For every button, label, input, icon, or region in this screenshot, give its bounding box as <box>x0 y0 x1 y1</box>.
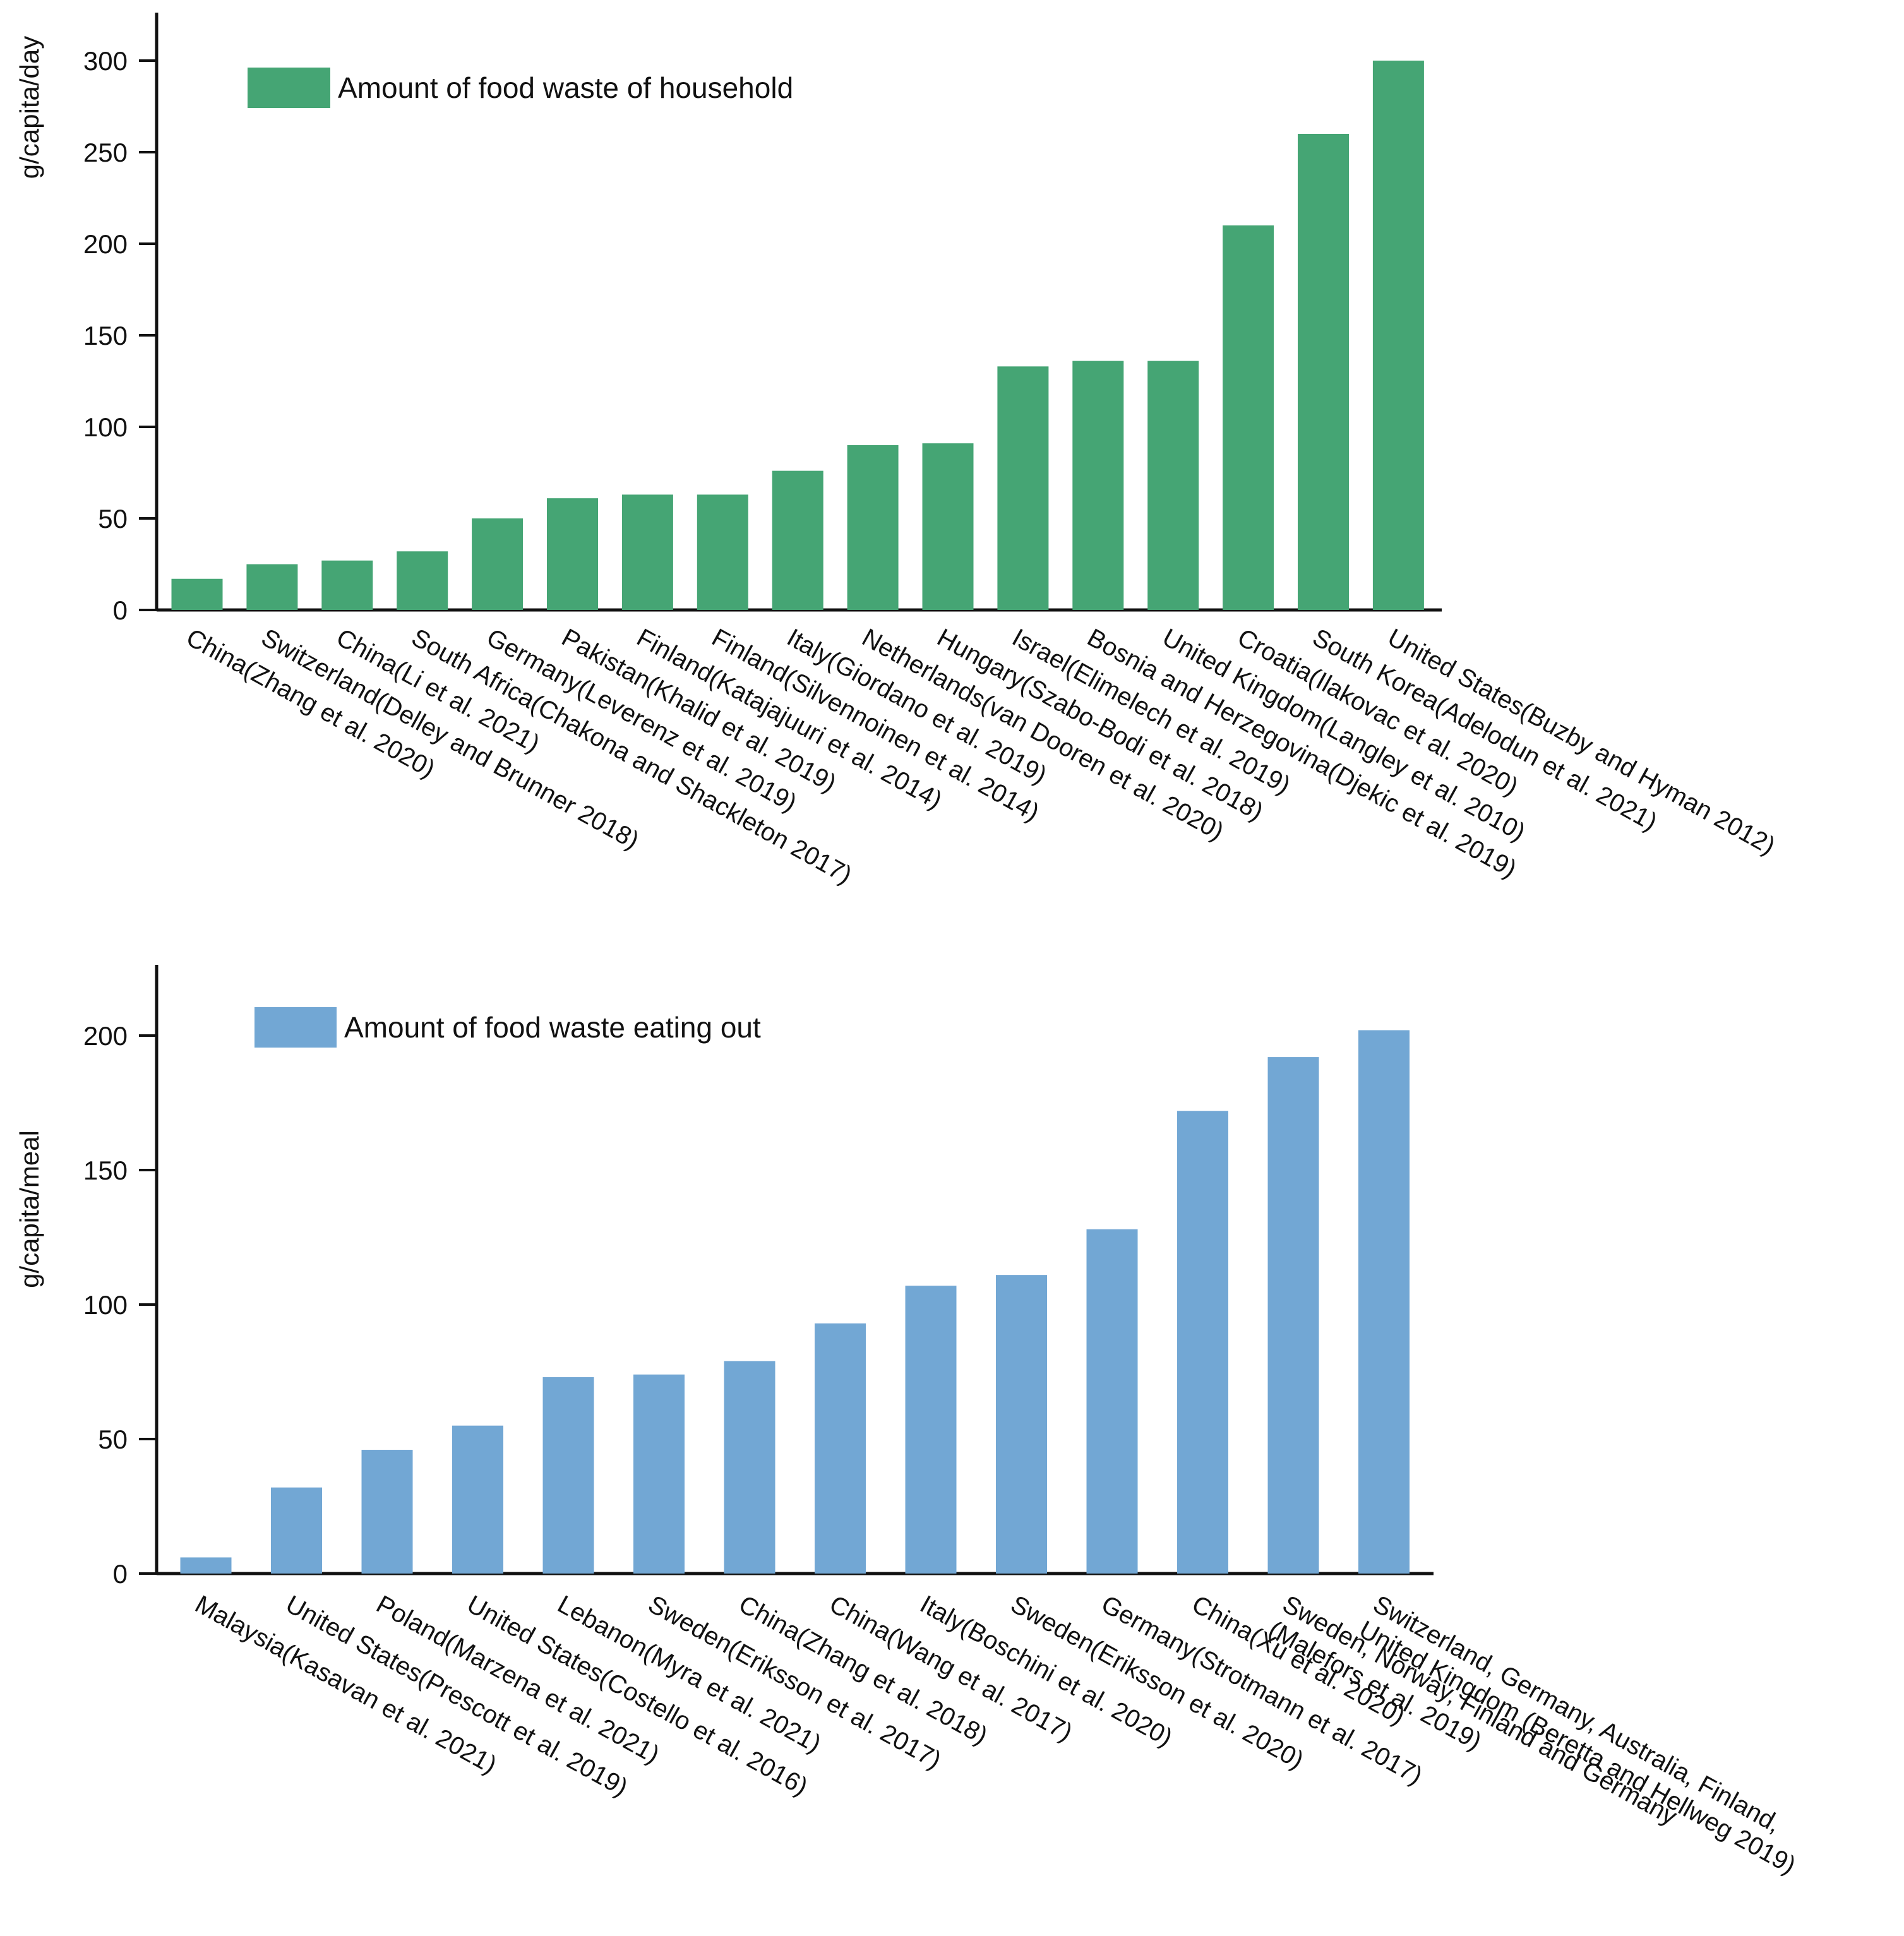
household-bar <box>697 494 748 610</box>
household-y-tick-label: 250 <box>83 138 128 167</box>
household-bar <box>397 551 448 610</box>
household-bar <box>1147 361 1199 610</box>
household-bar <box>1372 61 1424 610</box>
eating-out-chart: 0 50 100 150 200 g/capita/meal Amount of food … <box>15 965 1814 1880</box>
eating-out-bar <box>1177 1111 1228 1574</box>
household-bar <box>472 518 524 610</box>
household-legend-label: Amount of food waste of household <box>338 71 793 104</box>
household-bar <box>922 443 974 610</box>
household-y-tick-label: 200 <box>83 229 128 259</box>
eating-out-bar <box>815 1323 866 1574</box>
eating-out-bar <box>905 1286 957 1574</box>
household-bar <box>621 494 673 610</box>
household-bar <box>1223 225 1274 610</box>
eating-out-y-axis-title: g/capita/meal <box>15 1130 44 1288</box>
eating-out-bar <box>271 1487 322 1574</box>
eating-out-category-label: Switzerland, Germany, Australia, Finland… <box>1355 1590 1814 1879</box>
eating-out-bar <box>361 1450 413 1574</box>
eating-out-bar <box>1358 1030 1410 1574</box>
eating-out-bar <box>1086 1229 1138 1574</box>
household-bar <box>772 470 823 610</box>
household-y-tick-label: 0 <box>113 595 128 625</box>
household-chart: 0 50 100 150 200 250 300 g/capita/day Amount of … <box>15 13 1780 890</box>
eating-out-y-tick-label: 100 <box>83 1290 128 1320</box>
eating-out-bar <box>633 1374 685 1574</box>
household-bar <box>1298 134 1349 610</box>
eating-out-y-tick-label: 200 <box>83 1021 128 1051</box>
eating-out-bar <box>1267 1057 1319 1574</box>
eating-out-bar <box>542 1377 594 1574</box>
household-bar <box>246 564 298 610</box>
household-bar <box>1072 361 1124 610</box>
household-bar <box>171 578 223 610</box>
household-legend-swatch <box>248 68 330 108</box>
eating-out-bar <box>180 1557 232 1574</box>
eating-out-bar <box>724 1361 775 1574</box>
household-bar <box>997 366 1049 610</box>
eating-out-y-tick-label: 0 <box>113 1559 128 1589</box>
household-y-tick-label: 300 <box>83 46 128 76</box>
household-y-tick-label: 100 <box>83 412 128 442</box>
eating-out-legend-label: Amount of food waste eating out <box>344 1011 761 1044</box>
household-bar <box>547 498 598 610</box>
household-bar <box>321 560 373 610</box>
eating-out-y-tick-label: 150 <box>83 1156 128 1185</box>
household-bar <box>847 445 899 610</box>
household-y-tick-label: 50 <box>98 504 128 534</box>
eating-out-legend-swatch <box>254 1007 337 1048</box>
household-y-axis-title: g/capita/day <box>15 36 44 179</box>
household-y-tick-label: 150 <box>83 321 128 350</box>
eating-out-bar <box>996 1275 1047 1574</box>
eating-out-y-tick-label: 50 <box>98 1425 128 1454</box>
eating-out-bar <box>452 1425 503 1574</box>
